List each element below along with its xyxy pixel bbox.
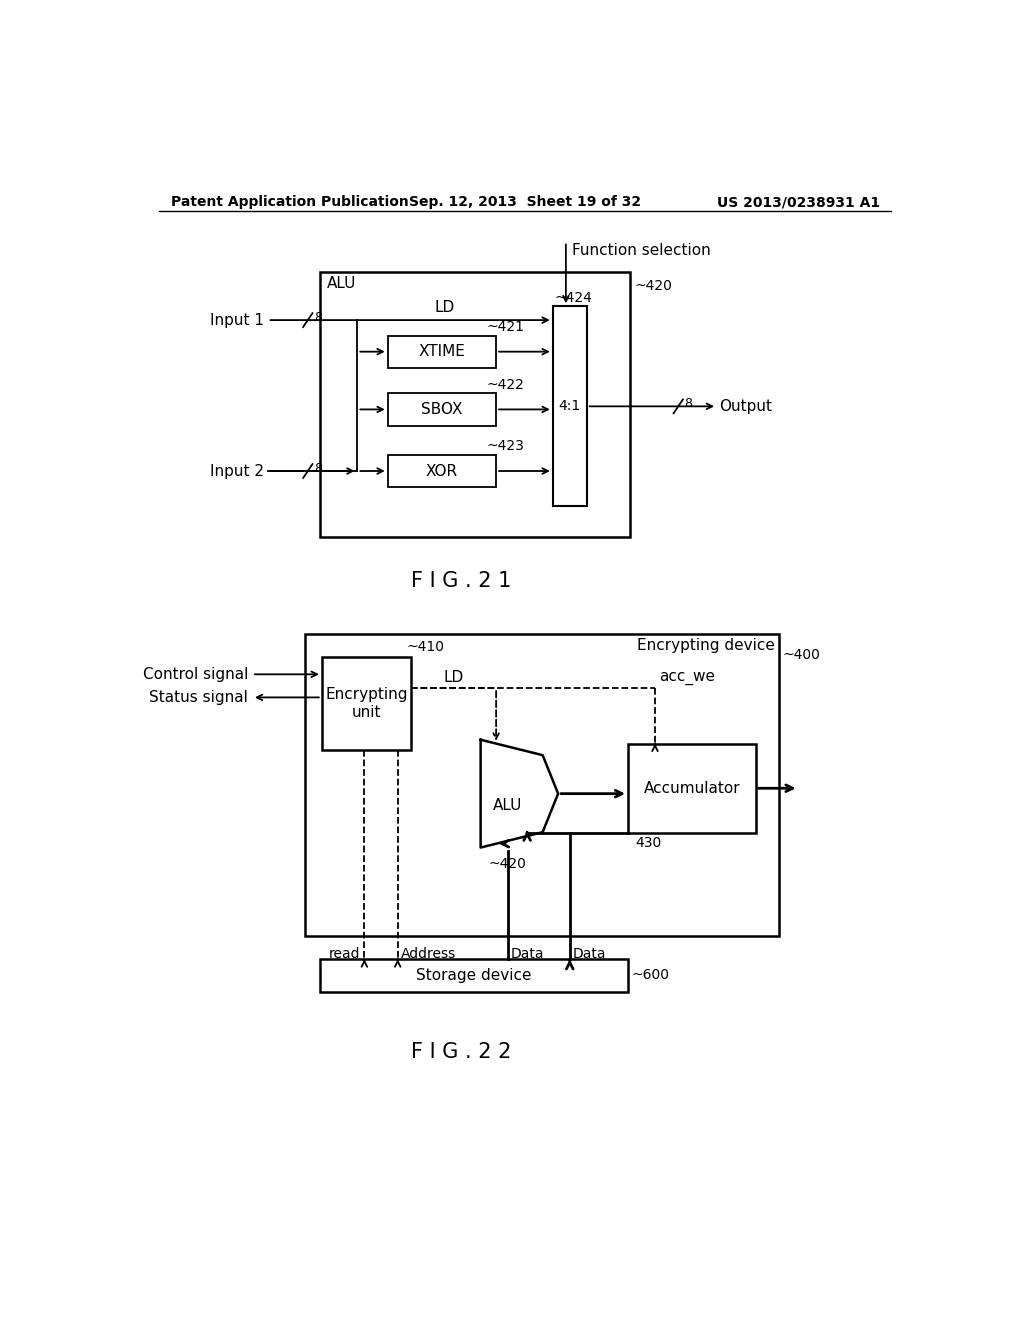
Text: F I G . 2 2: F I G . 2 2 — [411, 1043, 511, 1063]
Text: ~422: ~422 — [486, 378, 524, 392]
Text: ~424: ~424 — [554, 290, 592, 305]
Text: Storage device: Storage device — [417, 968, 531, 983]
Polygon shape — [480, 739, 558, 847]
Text: 430: 430 — [636, 836, 662, 850]
Text: LD: LD — [443, 671, 464, 685]
Text: ~600: ~600 — [632, 969, 670, 982]
Bar — [388, 393, 496, 425]
Text: Data: Data — [511, 946, 545, 961]
Bar — [321, 272, 630, 537]
Text: Status signal: Status signal — [150, 690, 248, 705]
Text: US 2013/0238931 A1: US 2013/0238931 A1 — [717, 195, 880, 210]
Text: F I G . 2 1: F I G . 2 1 — [411, 572, 511, 591]
Text: LD: LD — [434, 301, 455, 315]
Text: Data: Data — [572, 946, 606, 961]
Text: XOR: XOR — [426, 463, 458, 479]
Bar — [388, 455, 496, 487]
Bar — [322, 657, 411, 750]
Text: ~420: ~420 — [488, 857, 526, 871]
Text: ~410: ~410 — [407, 640, 445, 655]
Text: ~400: ~400 — [783, 648, 821, 663]
Text: Input 1: Input 1 — [210, 313, 263, 327]
Text: Accumulator: Accumulator — [643, 780, 740, 796]
Text: acc_we: acc_we — [658, 671, 715, 685]
Text: 8: 8 — [684, 397, 692, 411]
Text: Control signal: Control signal — [142, 667, 248, 682]
Bar — [321, 960, 628, 991]
Text: ~421: ~421 — [486, 319, 525, 334]
Text: Output: Output — [719, 399, 772, 414]
Bar — [628, 743, 756, 833]
Text: Function selection: Function selection — [572, 243, 711, 259]
Text: 8: 8 — [314, 462, 322, 475]
Bar — [305, 635, 779, 936]
Text: XTIME: XTIME — [419, 345, 465, 359]
Text: ALU: ALU — [494, 797, 522, 813]
Text: Input 2: Input 2 — [210, 463, 263, 479]
Text: Patent Application Publication: Patent Application Publication — [171, 195, 409, 210]
Text: Encrypting
unit: Encrypting unit — [325, 688, 408, 719]
Text: 8: 8 — [314, 312, 322, 323]
Text: ~420: ~420 — [635, 279, 673, 293]
Text: ALU: ALU — [327, 276, 355, 292]
Text: 4:1: 4:1 — [559, 400, 581, 413]
Text: Sep. 12, 2013  Sheet 19 of 32: Sep. 12, 2013 Sheet 19 of 32 — [409, 195, 641, 210]
Text: Address: Address — [400, 946, 456, 961]
Text: Encrypting device: Encrypting device — [637, 638, 775, 653]
Bar — [553, 306, 587, 507]
Bar — [388, 335, 496, 368]
Text: SBOX: SBOX — [421, 401, 463, 417]
Text: read: read — [329, 946, 360, 961]
Text: ~423: ~423 — [486, 440, 524, 453]
